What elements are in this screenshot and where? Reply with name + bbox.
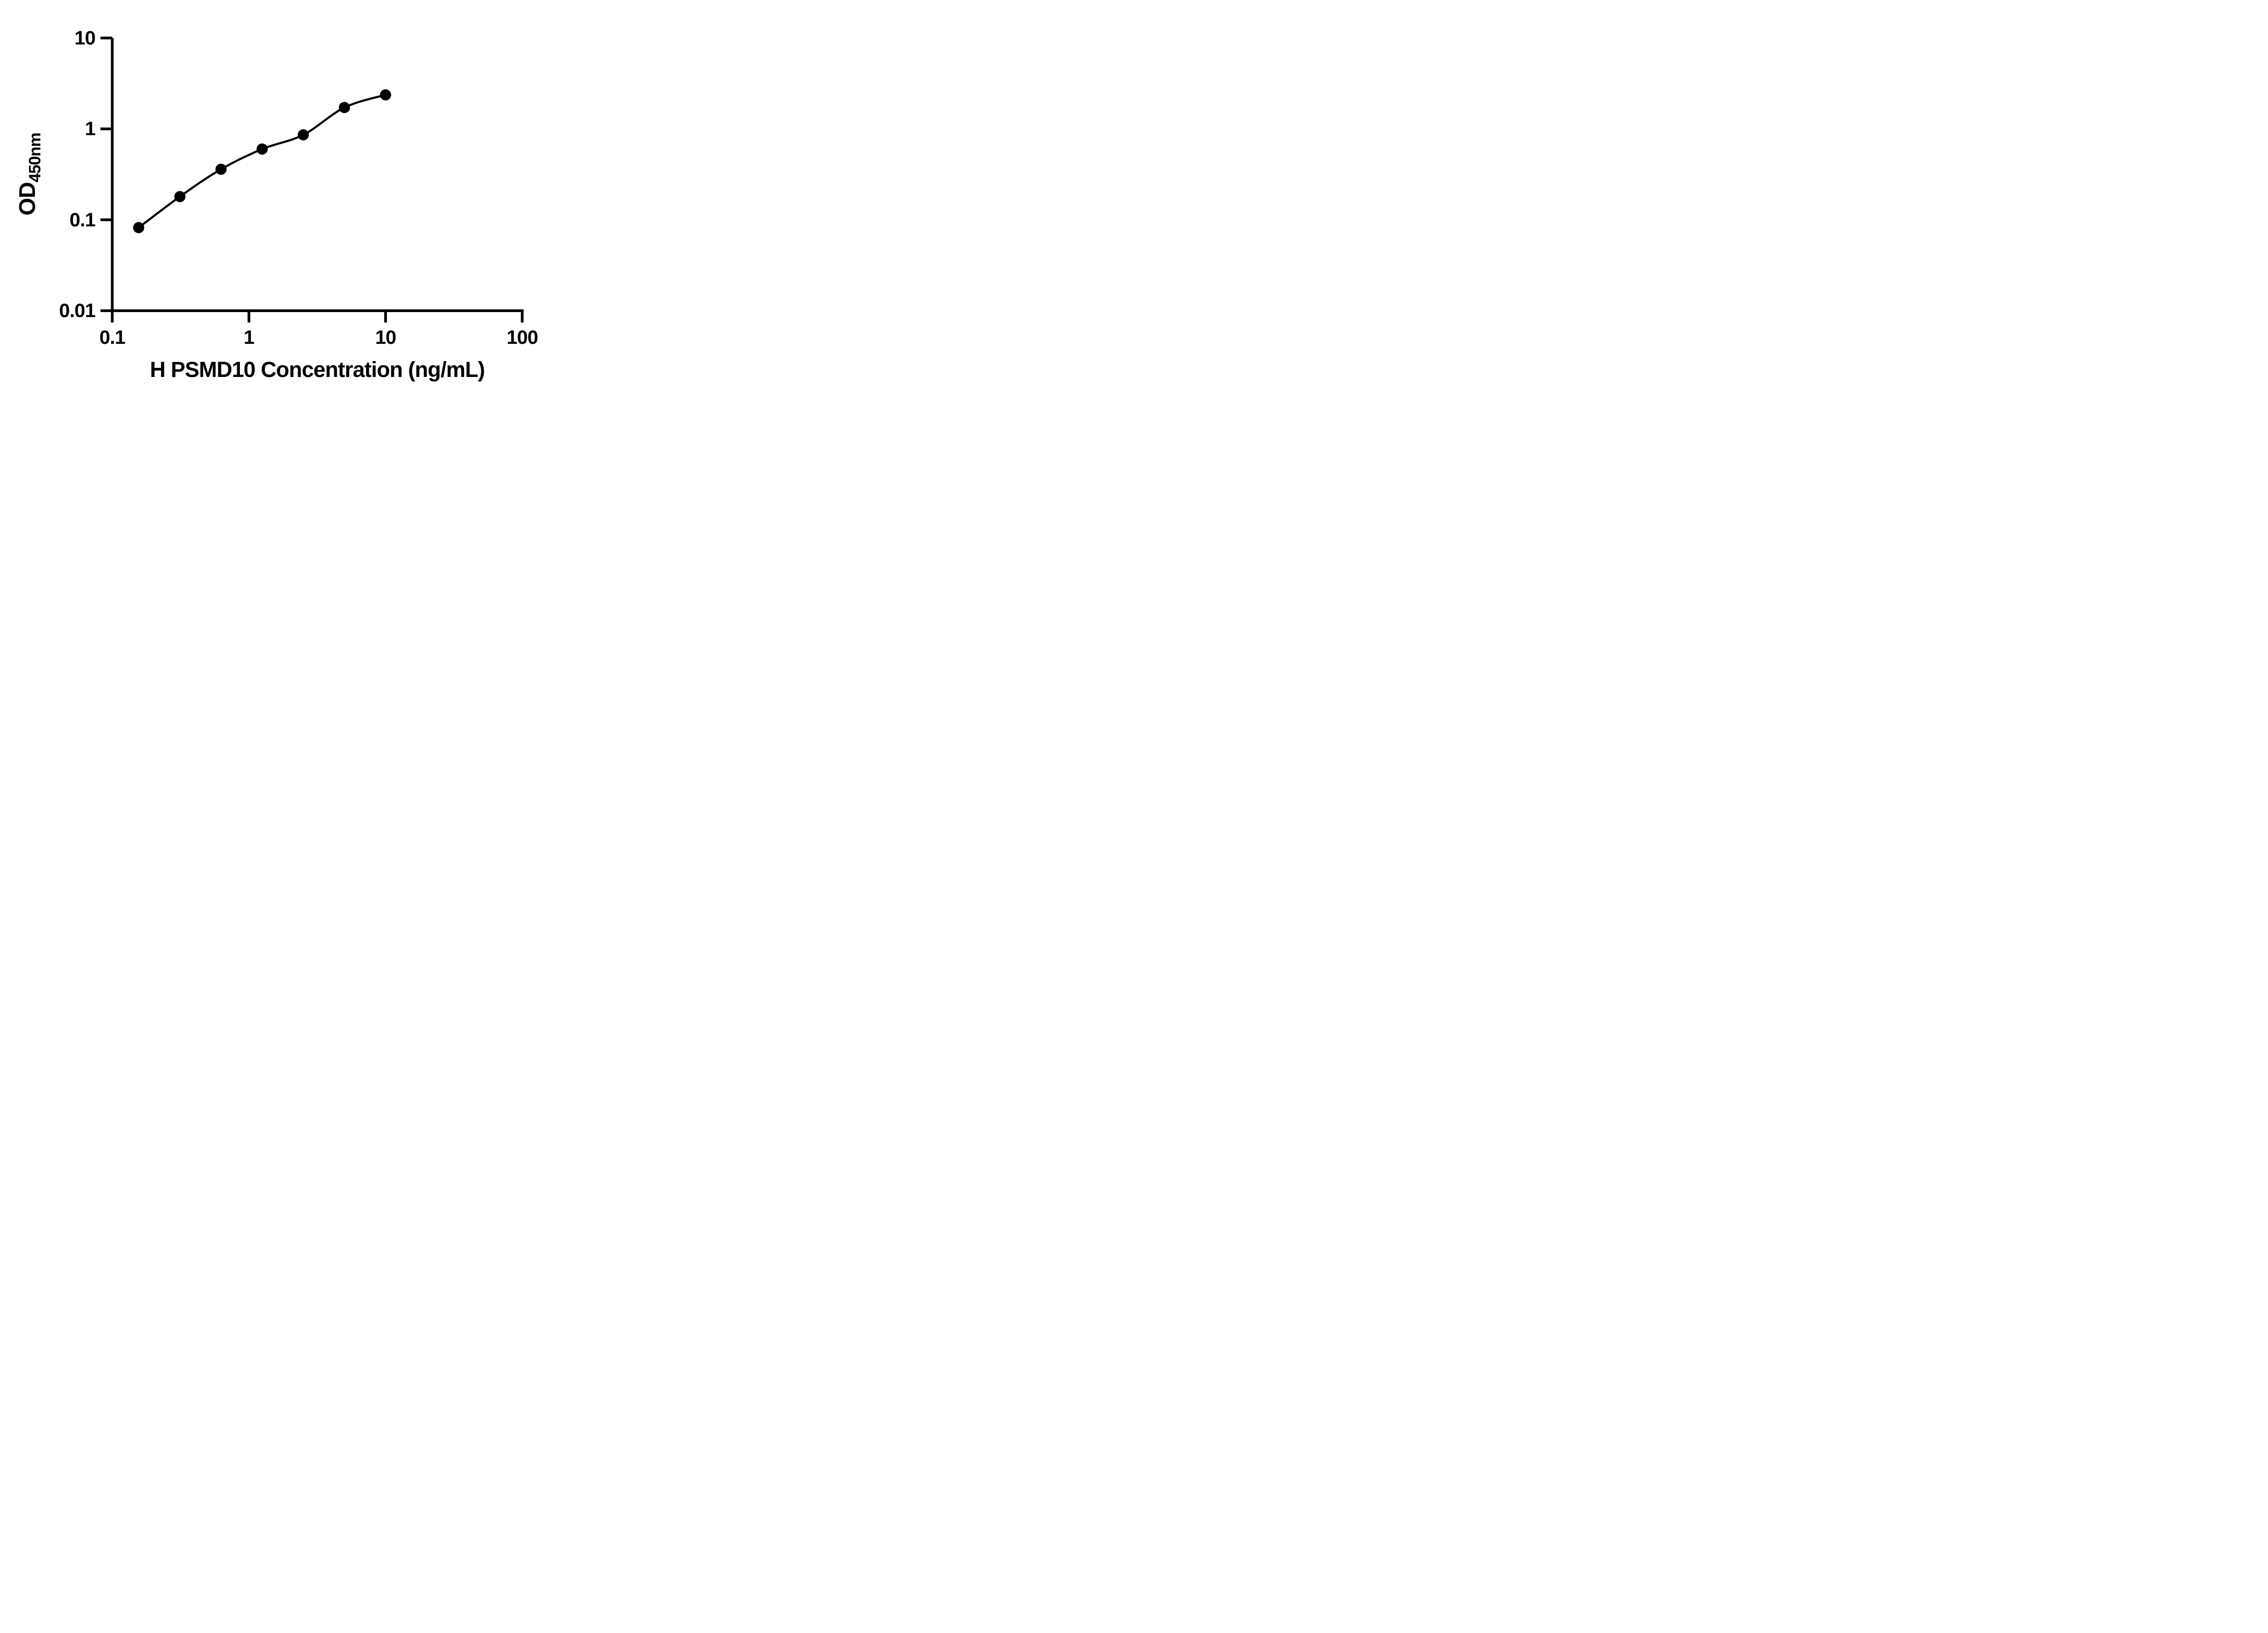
data-point-0: [133, 222, 145, 234]
data-point-1: [174, 191, 186, 202]
y-tick-label-0-01: 0.01: [59, 299, 96, 322]
elisa-standard-curve-figure: 10 1 0.1 0.01 0.1 1 10 100 H PSMD10 Conc…: [0, 0, 583, 408]
data-point-4: [298, 129, 309, 141]
x-tick-label-1: 1: [244, 327, 254, 348]
y-axis-title-subscript: 450nm: [25, 132, 44, 183]
y-tick-label-1: 1: [85, 118, 96, 140]
x-axis-title: H PSMD10 Concentration (ng/mL): [150, 358, 485, 382]
y-axis-title: OD450nm: [5, 83, 50, 265]
x-tick-label-100: 100: [506, 327, 538, 348]
fit-curve: [137, 93, 387, 229]
x-tick-label-0-1: 0.1: [99, 327, 126, 348]
x-tick-label-10: 10: [375, 327, 396, 348]
plot-canvas: [100, 36, 524, 323]
data-point-6: [380, 89, 391, 101]
y-tick-label-0-1: 0.1: [69, 209, 96, 231]
y-axis-title-main: OD: [15, 182, 40, 216]
data-point-3: [256, 143, 268, 155]
data-point-2: [215, 163, 227, 175]
y-tick-label-10: 10: [74, 27, 96, 49]
data-point-5: [339, 102, 350, 113]
